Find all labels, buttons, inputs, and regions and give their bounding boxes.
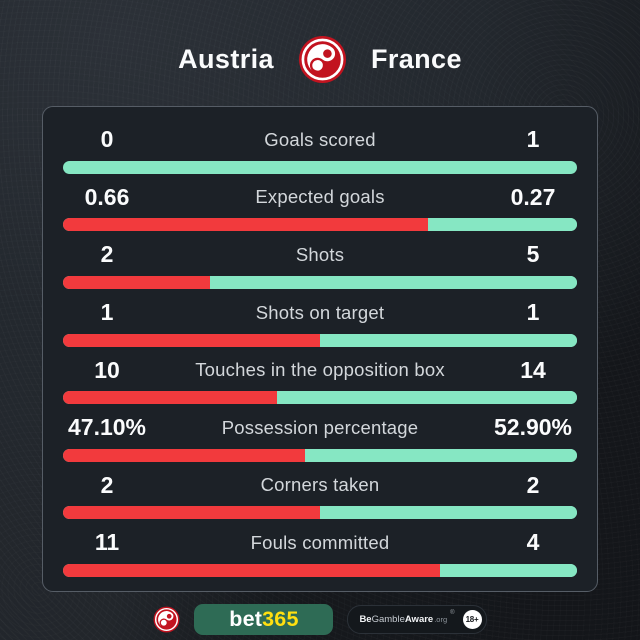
away-stat-value: 1 [526,299,540,326]
away-stat-value: 4 [526,529,540,556]
bga-gamble: Gamble [371,613,405,625]
home-stat-value: 1 [100,299,114,326]
stat-bar [63,391,577,405]
home-team-name: Austria [178,43,274,74]
club-crest-icon [298,35,347,84]
stat-row: 0 Goals scored 1 [43,118,597,176]
stat-row: 11 Fouls committed 4 [43,521,597,579]
stat-row: 2 Corners taken 2 [43,464,597,522]
away-bar-segment [277,391,577,405]
stat-label: Touches in the opposition box [195,359,445,381]
bet365-logo: bet 365 [194,603,334,635]
away-stat-value: 5 [526,241,540,268]
bga-be: Be [359,613,372,625]
stat-row: 1 Shots on target 1 [43,291,597,349]
away-stat-value: 14 [520,356,546,383]
away-bar-segment [209,275,577,289]
stat-bar [63,218,577,232]
stat-row: 2 Shots 5 [43,233,597,291]
away-stat-value: 1 [526,126,540,153]
stat-label: Expected goals [255,186,385,208]
stat-bar [63,160,577,174]
stat-bar [63,506,577,520]
header: Austria France [0,32,640,86]
registered-mark: ® [450,609,455,616]
stat-label: Goals scored [264,128,376,150]
stats-panel: 0 Goals scored 1 0.66 Expected goals 0.2… [42,106,598,592]
home-stat-value: 11 [94,529,120,556]
home-stat-value: 0 [100,126,114,153]
club-crest-icon [153,606,180,633]
stat-label: Fouls committed [250,531,390,553]
away-stat-value: 52.90% [493,414,572,441]
away-bar-segment [439,563,577,577]
begambleaware-badge: BeGambleAware.org ® 18+ [347,604,487,634]
home-stat-value: 2 [100,241,114,268]
home-bar-segment [63,448,306,462]
stat-row: 10 Touches in the opposition box 14 [43,348,597,406]
away-stat-value: 0.27 [510,183,556,210]
stat-label: Possession percentage [221,416,419,438]
bga-org: .org [434,614,448,624]
home-stat-value: 47.10% [67,414,146,441]
stat-label: Corners taken [260,474,380,496]
stat-bar [63,563,577,577]
footer: bet 365 BeGambleAware.org ® 18+ [0,603,640,635]
bga-aware: Aware [404,613,434,625]
stat-bar [63,275,577,289]
home-bar-segment [63,333,320,347]
away-bar-segment [320,506,577,520]
stat-label: Shots on target [255,301,385,323]
home-bar-segment [63,275,210,289]
home-bar-segment [63,391,278,405]
bet365-logo-number: 365 [262,606,299,631]
home-bar-segment [63,563,440,577]
home-bar-segment [63,218,428,232]
stat-row: 47.10% Possession percentage 52.90% [43,406,597,464]
home-stat-value: 10 [94,356,120,383]
stat-bar [63,333,577,347]
age-18-badge: 18+ [462,609,482,629]
home-bar-segment [63,506,320,520]
home-stat-value: 2 [100,471,114,498]
stat-label: Shots [295,243,345,265]
away-bar-segment [320,333,577,347]
stat-row: 0.66 Expected goals 0.27 [43,176,597,234]
away-stat-value: 2 [526,471,540,498]
away-team-name: France [370,43,462,74]
away-bar-segment [427,218,577,232]
stat-bar [63,448,577,462]
away-bar-segment [63,160,577,174]
away-bar-segment [305,448,577,462]
bet365-logo-text: bet [229,606,263,631]
home-stat-value: 0.66 [84,183,130,210]
